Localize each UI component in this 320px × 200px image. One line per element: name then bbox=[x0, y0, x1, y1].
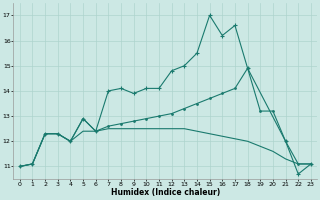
X-axis label: Humidex (Indice chaleur): Humidex (Indice chaleur) bbox=[111, 188, 220, 197]
